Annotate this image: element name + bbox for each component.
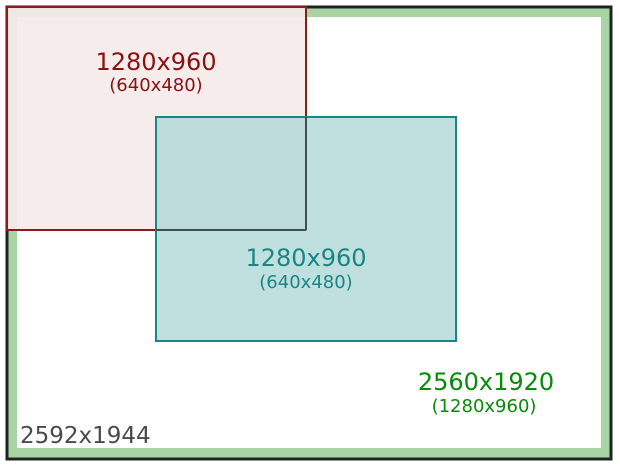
crop-b-sub-label: (640x480): [259, 272, 352, 293]
active-area-sub-label: (1280x960): [432, 396, 537, 417]
crop-b-label: 1280x960: [245, 244, 366, 272]
active-area-label: 2560x1920: [418, 368, 554, 396]
crop-a-sub-label: (640x480): [109, 75, 202, 96]
crop-a-label: 1280x960: [95, 48, 216, 76]
sensor-label: 2592x1944: [20, 423, 151, 449]
